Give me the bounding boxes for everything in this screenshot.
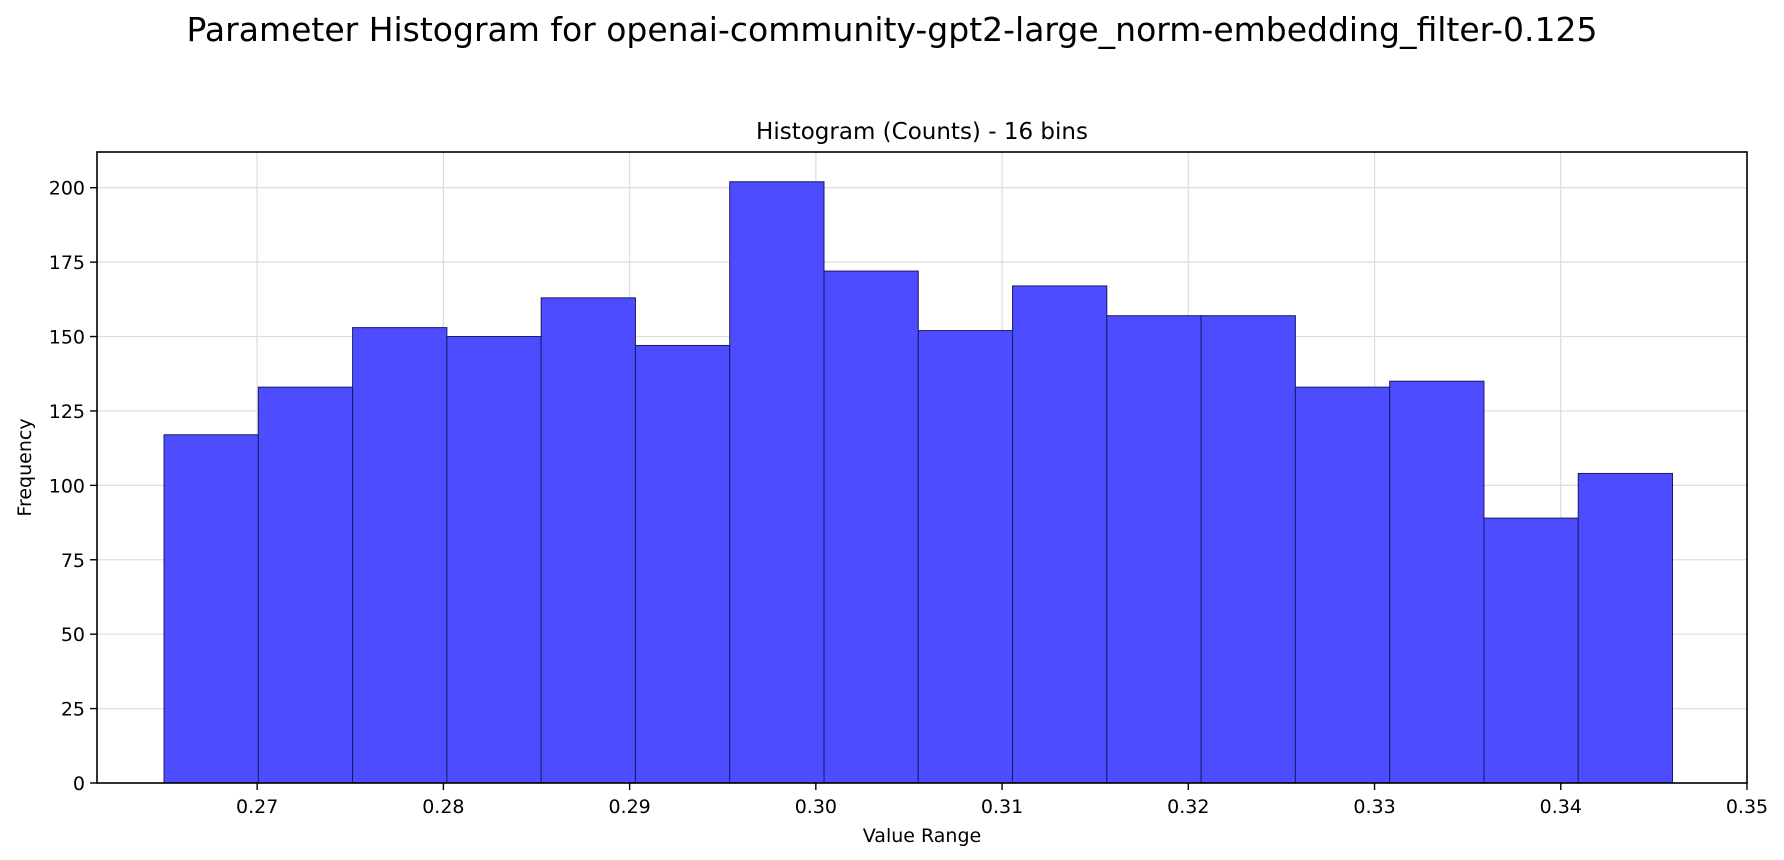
y-tick-label: 100 bbox=[49, 475, 85, 497]
x-tick-label: 0.33 bbox=[1353, 796, 1395, 818]
histogram-bar-2 bbox=[257, 386, 354, 784]
plot-frame bbox=[96, 151, 1748, 784]
histogram-bar-5 bbox=[540, 297, 636, 784]
y-tick-label: 0 bbox=[73, 773, 85, 795]
histogram-bar-1 bbox=[163, 434, 259, 784]
histogram-bar-7 bbox=[729, 181, 825, 784]
x-tick-label: 0.30 bbox=[795, 796, 837, 818]
x-tick-label: 0.31 bbox=[981, 796, 1023, 818]
histogram-bar-14 bbox=[1389, 380, 1485, 784]
y-tick-label: 75 bbox=[61, 550, 85, 572]
y-axis-label: Frequency bbox=[14, 418, 36, 516]
x-tick-label: 0.35 bbox=[1726, 796, 1768, 818]
y-tick-label: 175 bbox=[49, 252, 85, 274]
histogram-bar-4 bbox=[446, 336, 542, 784]
histogram-bar-15 bbox=[1483, 517, 1579, 784]
histogram-bar-10 bbox=[1012, 285, 1108, 784]
histogram-bar-11 bbox=[1106, 315, 1202, 784]
y-tick-label: 50 bbox=[61, 624, 85, 646]
bar-layer bbox=[163, 181, 1674, 784]
x-tick-label: 0.27 bbox=[236, 796, 278, 818]
axes-title: Histogram (Counts) - 16 bins bbox=[756, 119, 1088, 145]
histogram-bar-16 bbox=[1577, 472, 1674, 784]
tick-layer: 0.27 0.28 0.29 0.30 0.31 0.32 0.33 0.34 0.35 0 25 5… bbox=[49, 178, 1768, 818]
x-tick-label: 0.34 bbox=[1540, 796, 1582, 818]
y-tick-label: 150 bbox=[49, 327, 85, 349]
figure-title: Parameter Histogram for openai-community… bbox=[186, 10, 1598, 49]
histogram-bar-3 bbox=[352, 327, 448, 784]
x-tick-label: 0.29 bbox=[608, 796, 650, 818]
y-tick-label: 200 bbox=[49, 178, 85, 200]
histogram-bar-12 bbox=[1200, 315, 1296, 784]
x-tick-label: 0.28 bbox=[422, 796, 464, 818]
y-tick-label: 125 bbox=[49, 401, 85, 423]
histogram-bar-9 bbox=[917, 330, 1014, 784]
x-axis-label: Value Range bbox=[863, 825, 981, 847]
x-tick-label: 0.32 bbox=[1167, 796, 1209, 818]
histogram-bar-6 bbox=[634, 344, 731, 784]
y-tick-label: 25 bbox=[61, 699, 85, 721]
histogram-bar-8 bbox=[823, 270, 919, 784]
histogram-bar-13 bbox=[1294, 386, 1391, 784]
